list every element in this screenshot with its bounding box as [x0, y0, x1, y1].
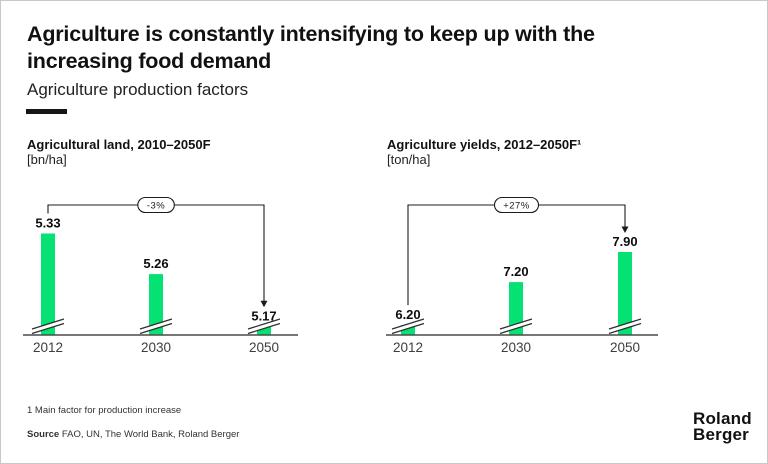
axis-break-line [499, 322, 533, 335]
bar-2050 [257, 326, 271, 335]
chart-unit-left: [bn/ha] [27, 152, 67, 167]
axis-break-line [31, 322, 65, 335]
chart-unit-right: [ton/ha] [387, 152, 431, 167]
axis-break [140, 319, 172, 334]
chart-title-right: Agriculture yields, 2012–2050F¹ [387, 137, 582, 152]
axis-break-line [391, 322, 425, 335]
chart-header-right: Agriculture yields, 2012–2050F¹ [ton/ha] [387, 137, 581, 167]
axis-break [392, 319, 424, 334]
page-title-line-1: Agriculture is constantly intensifying t… [27, 22, 595, 46]
axis-break-line [608, 322, 642, 335]
bar-chart-right: +27% 6.20 7.20 7.90 2012 2030 2050 [386, 196, 658, 355]
category-label: 2050 [610, 340, 640, 355]
chart-title-left: Agricultural land, 2010–2050F [27, 137, 211, 152]
axis-break-line [608, 318, 642, 330]
axis-break-line [247, 318, 281, 330]
source-label: Source [27, 429, 60, 440]
value-label: 7.20 [503, 264, 528, 279]
bar-chart-left: -3% 5.33 5.26 5.17 2012 2030 2050 [23, 196, 298, 355]
change-badge-label: +27% [503, 201, 530, 212]
category-label: 2012 [33, 340, 63, 355]
bar-2012 [41, 233, 55, 335]
footnote-1: 1 Main factor for production increase [27, 405, 182, 416]
page-title: Agriculture is constantly intensifying t… [27, 21, 595, 75]
axis-break-line [139, 318, 173, 330]
bar-2030 [149, 274, 163, 335]
axis-break-line [139, 322, 173, 335]
value-label: 7.90 [612, 234, 637, 249]
logo-line-2: Berger [693, 424, 750, 444]
bar-2012 [401, 325, 415, 335]
axis-break [248, 319, 280, 334]
arrow-down-icon [260, 300, 268, 308]
source-text: FAO, UN, The World Bank, Roland Berger [59, 429, 240, 440]
chart-header-left: Agricultural land, 2010–2050F [bn/ha] [27, 137, 211, 167]
value-label: 5.17 [251, 308, 276, 323]
category-label: 2030 [141, 340, 171, 355]
value-label: 5.33 [35, 216, 60, 231]
title-accent-bar [26, 109, 67, 114]
change-badge-label: -3% [147, 201, 165, 212]
bar-2030 [509, 282, 523, 335]
axis-break [609, 319, 641, 334]
axis-break-line [31, 318, 65, 330]
source-line: Source FAO, UN, The World Bank, Roland B… [27, 429, 239, 440]
bar-2050 [618, 252, 632, 335]
axis-break-line [499, 318, 533, 330]
arrow-down-icon [621, 226, 629, 233]
value-label: 5.26 [143, 256, 168, 271]
change-badge [137, 196, 175, 214]
change-badge [493, 196, 540, 214]
category-label: 2030 [501, 340, 531, 355]
axis-break [500, 319, 532, 334]
page-title-line-2: increasing food demand [27, 49, 272, 73]
axis-break [32, 319, 64, 334]
roland-berger-logo: Roland Berger [693, 409, 752, 444]
logo-line-1: Roland [693, 409, 752, 428]
charts-canvas: -3% 5.33 5.26 5.17 2012 2030 2050 +27% 6.20 7.20 7… [23, 196, 658, 355]
axis-break-line [391, 318, 425, 330]
value-label: 6.20 [395, 307, 420, 322]
category-label: 2012 [393, 340, 423, 355]
page-subtitle: Agriculture production factors [27, 80, 249, 99]
category-label: 2050 [249, 340, 279, 355]
axis-break-line [247, 322, 281, 335]
